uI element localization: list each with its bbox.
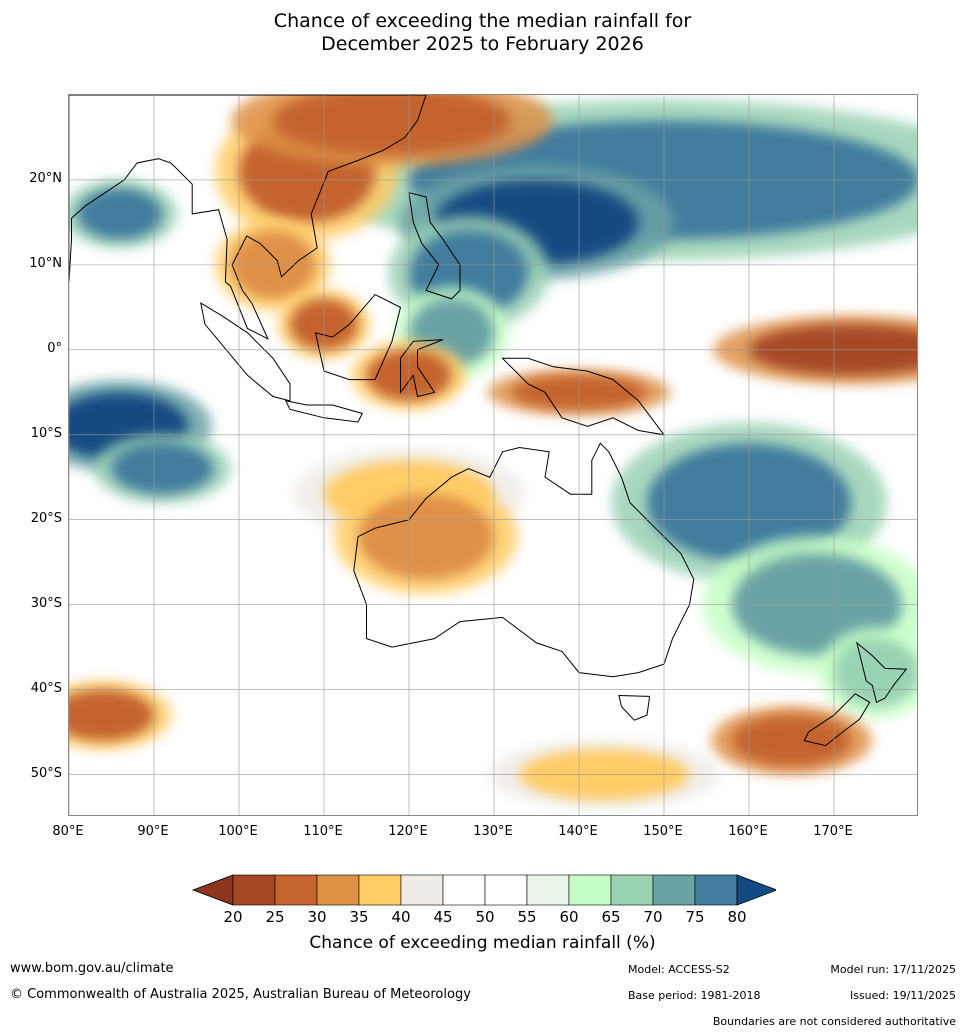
region-southern-indian-dry: [69, 689, 154, 741]
colorbar-swatch: [316, 874, 360, 906]
lat-tick-label: 50°S: [30, 765, 62, 781]
anomaly-regions: [69, 95, 917, 809]
colorbar-tick-label: 30: [307, 908, 327, 926]
colorbar-swatch: [274, 874, 318, 906]
tasmania-outline: [618, 694, 651, 721]
rainfall-map: [69, 95, 917, 815]
model-run-date: Model run: 17/11/2025: [830, 963, 956, 976]
colorbar-tick-label: 50: [475, 908, 495, 926]
colorbar-tick-label: 55: [517, 908, 537, 926]
colorbar-tick-label: 25: [265, 908, 285, 926]
region-nz-wet: [834, 638, 917, 707]
lon-tick-label: 100°E: [218, 824, 258, 839]
lat-tick-label: 20°S: [30, 510, 62, 526]
asia-mainland: [69, 95, 427, 340]
new-zealand-north: [856, 641, 908, 704]
region-wa-dry: [358, 494, 494, 580]
region-bay-of-bengal-wet: [77, 188, 163, 240]
graticule: [69, 95, 917, 815]
colorbar-tick-label: 60: [559, 908, 579, 926]
colorbar-tick-label: 45: [433, 908, 453, 926]
colorbar-tick-label: 70: [643, 908, 663, 926]
colorbar-swatch: [400, 874, 444, 906]
lat-tick-label: 10°S: [30, 425, 62, 441]
lon-tick-label: 150°E: [643, 824, 683, 839]
base-period: Base period: 1981-2018: [628, 989, 761, 1002]
sumatra-outline: [200, 302, 291, 402]
colorbar-swatch: [484, 874, 528, 906]
lat-tick-label: 20°N: [29, 170, 62, 186]
title-line-2: December 2025 to February 2026: [321, 33, 644, 55]
sulawesi-outline: [400, 339, 444, 398]
colorbar: [191, 874, 776, 906]
title-line-1: Chance of exceeding the median rainfall …: [273, 10, 692, 32]
colorbar-tick-label: 75: [685, 908, 705, 926]
issued-date: Issued: 19/11/2025: [849, 989, 956, 1002]
lon-tick-label: 170°E: [813, 824, 853, 839]
colorbar-tick-label: 65: [601, 908, 621, 926]
lon-tick-label: 130°E: [473, 824, 513, 839]
colorbar-swatch: [232, 874, 276, 906]
lat-tick-label: 10°N: [29, 255, 62, 271]
lat-tick-label: 0°: [47, 340, 62, 356]
colorbar-swatch: [652, 874, 696, 906]
new-guinea-outline: [501, 357, 666, 436]
lon-tick-label: 160°E: [728, 824, 768, 839]
australia-outline: [353, 442, 695, 678]
colorbar-under-arrow: [191, 874, 234, 906]
copyright-text: © Commonwealth of Australia 2025, Austra…: [10, 987, 471, 1002]
colorbar-swatch: [610, 874, 654, 906]
colorbar-tick-label: 40: [391, 908, 411, 926]
lat-tick-label: 40°S: [30, 680, 62, 696]
colorbar-over-arrow: [736, 874, 776, 906]
colorbar-tick-label: 20: [223, 908, 243, 926]
region-south-nz-dry: [732, 715, 851, 767]
lon-tick-label: 120°E: [388, 824, 428, 839]
region-indian-ocean-wet-2: [111, 443, 214, 495]
coastlines: [69, 95, 908, 747]
borneo-outline: [314, 293, 402, 381]
colorbar-swatch: [568, 874, 612, 906]
map-title: Chance of exceeding the median rainfall …: [0, 10, 965, 56]
colorbar-swatch: [694, 874, 738, 906]
website-link[interactable]: www.bom.gov.au/climate: [10, 961, 174, 976]
map-panel: [68, 94, 918, 816]
colorbar-tick-label: 80: [727, 908, 747, 926]
java-outline: [284, 400, 364, 423]
colorbar-tick-label: 35: [349, 908, 369, 926]
region-south-china-dry: [273, 95, 511, 155]
lon-tick-label: 80°E: [52, 824, 84, 839]
model-name: Model: ACCESS-S2: [628, 963, 730, 976]
lon-tick-label: 140°E: [558, 824, 598, 839]
lon-tick-label: 90°E: [137, 824, 169, 839]
philippines-outline: [408, 192, 461, 300]
colorbar-label: Chance of exceeding median rainfall (%): [309, 933, 656, 953]
lon-tick-label: 110°E: [303, 824, 343, 839]
lat-tick-label: 30°S: [30, 595, 62, 611]
boundaries-disclaimer: Boundaries are not considered authoritat…: [712, 1015, 956, 1028]
colorbar-swatch: [442, 874, 486, 906]
colorbar-swatch: [358, 874, 402, 906]
colorbar-swatch: [526, 874, 570, 906]
new-zealand-south: [803, 693, 871, 747]
